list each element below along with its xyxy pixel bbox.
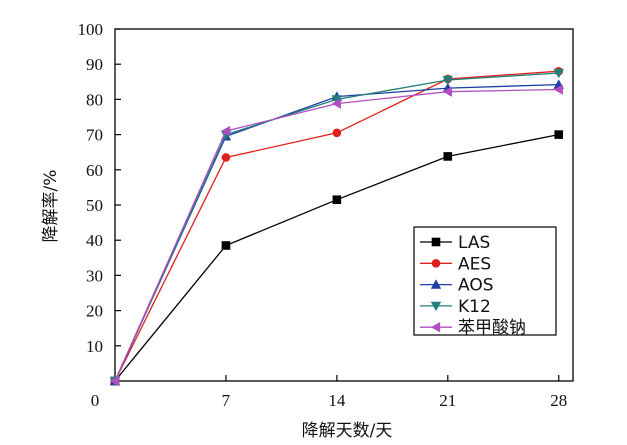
legend-entry: K12 bbox=[420, 297, 491, 317]
data-point bbox=[331, 95, 343, 105]
legend-label: AOS bbox=[458, 276, 494, 296]
legend-entry: LAS bbox=[420, 233, 490, 253]
legend-marker bbox=[430, 322, 441, 333]
data-point bbox=[442, 86, 452, 97]
y-tick-label: 20 bbox=[86, 302, 103, 321]
legend-marker bbox=[430, 279, 442, 289]
legend-entry: AOS bbox=[420, 276, 494, 296]
y-tick-label: 100 bbox=[78, 20, 104, 39]
data-point bbox=[331, 98, 342, 109]
y-axis: 10 20 30 40 50 60 70 80 90 100 bbox=[78, 20, 121, 356]
x-tick-label: 7 bbox=[222, 391, 231, 410]
legend-marker bbox=[430, 301, 442, 312]
x-tick-label: 0 bbox=[91, 391, 100, 410]
legend-label: K12 bbox=[458, 297, 491, 317]
data-point bbox=[109, 375, 120, 387]
x-tick-label: 21 bbox=[439, 391, 456, 410]
y-axis-title: 降解率/% bbox=[41, 170, 61, 243]
series-layer bbox=[109, 66, 564, 387]
x-axis-title: 降解天数/天 bbox=[302, 421, 393, 441]
y-tick-label: 90 bbox=[86, 55, 103, 74]
data-point bbox=[443, 152, 453, 161]
legend-label: AES bbox=[458, 254, 491, 274]
data-point bbox=[332, 195, 342, 205]
x-axis: 0 7 14 21 28 bbox=[91, 375, 567, 410]
legend-label: LAS bbox=[458, 233, 490, 253]
x-tick-label: 14 bbox=[328, 391, 346, 410]
data-point bbox=[332, 128, 342, 138]
data-point bbox=[553, 84, 563, 95]
y-tick-label: 30 bbox=[86, 266, 103, 285]
legend-label: 苯甲酸钠 bbox=[458, 318, 526, 338]
x-tick-label: 28 bbox=[550, 391, 567, 410]
data-point bbox=[220, 125, 231, 137]
y-tick-label: 50 bbox=[86, 196, 103, 215]
series-K12 bbox=[109, 68, 564, 387]
data-point bbox=[221, 153, 231, 162]
y-tick-label: 10 bbox=[86, 337, 103, 356]
data-point bbox=[553, 68, 564, 79]
y-tick-label: 40 bbox=[86, 231, 103, 250]
series-苯甲酸钠 bbox=[109, 84, 563, 387]
legend-marker bbox=[431, 259, 441, 268]
y-tick-label: 80 bbox=[86, 90, 103, 109]
data-point bbox=[554, 130, 564, 139]
legend-entry: 苯甲酸钠 bbox=[420, 318, 526, 338]
y-tick-label: 70 bbox=[86, 126, 103, 145]
y-tick-label: 60 bbox=[86, 161, 103, 180]
legend-entry: AES bbox=[420, 254, 491, 274]
legend-marker bbox=[431, 237, 441, 247]
data-point bbox=[221, 241, 231, 250]
data-point bbox=[442, 75, 454, 86]
